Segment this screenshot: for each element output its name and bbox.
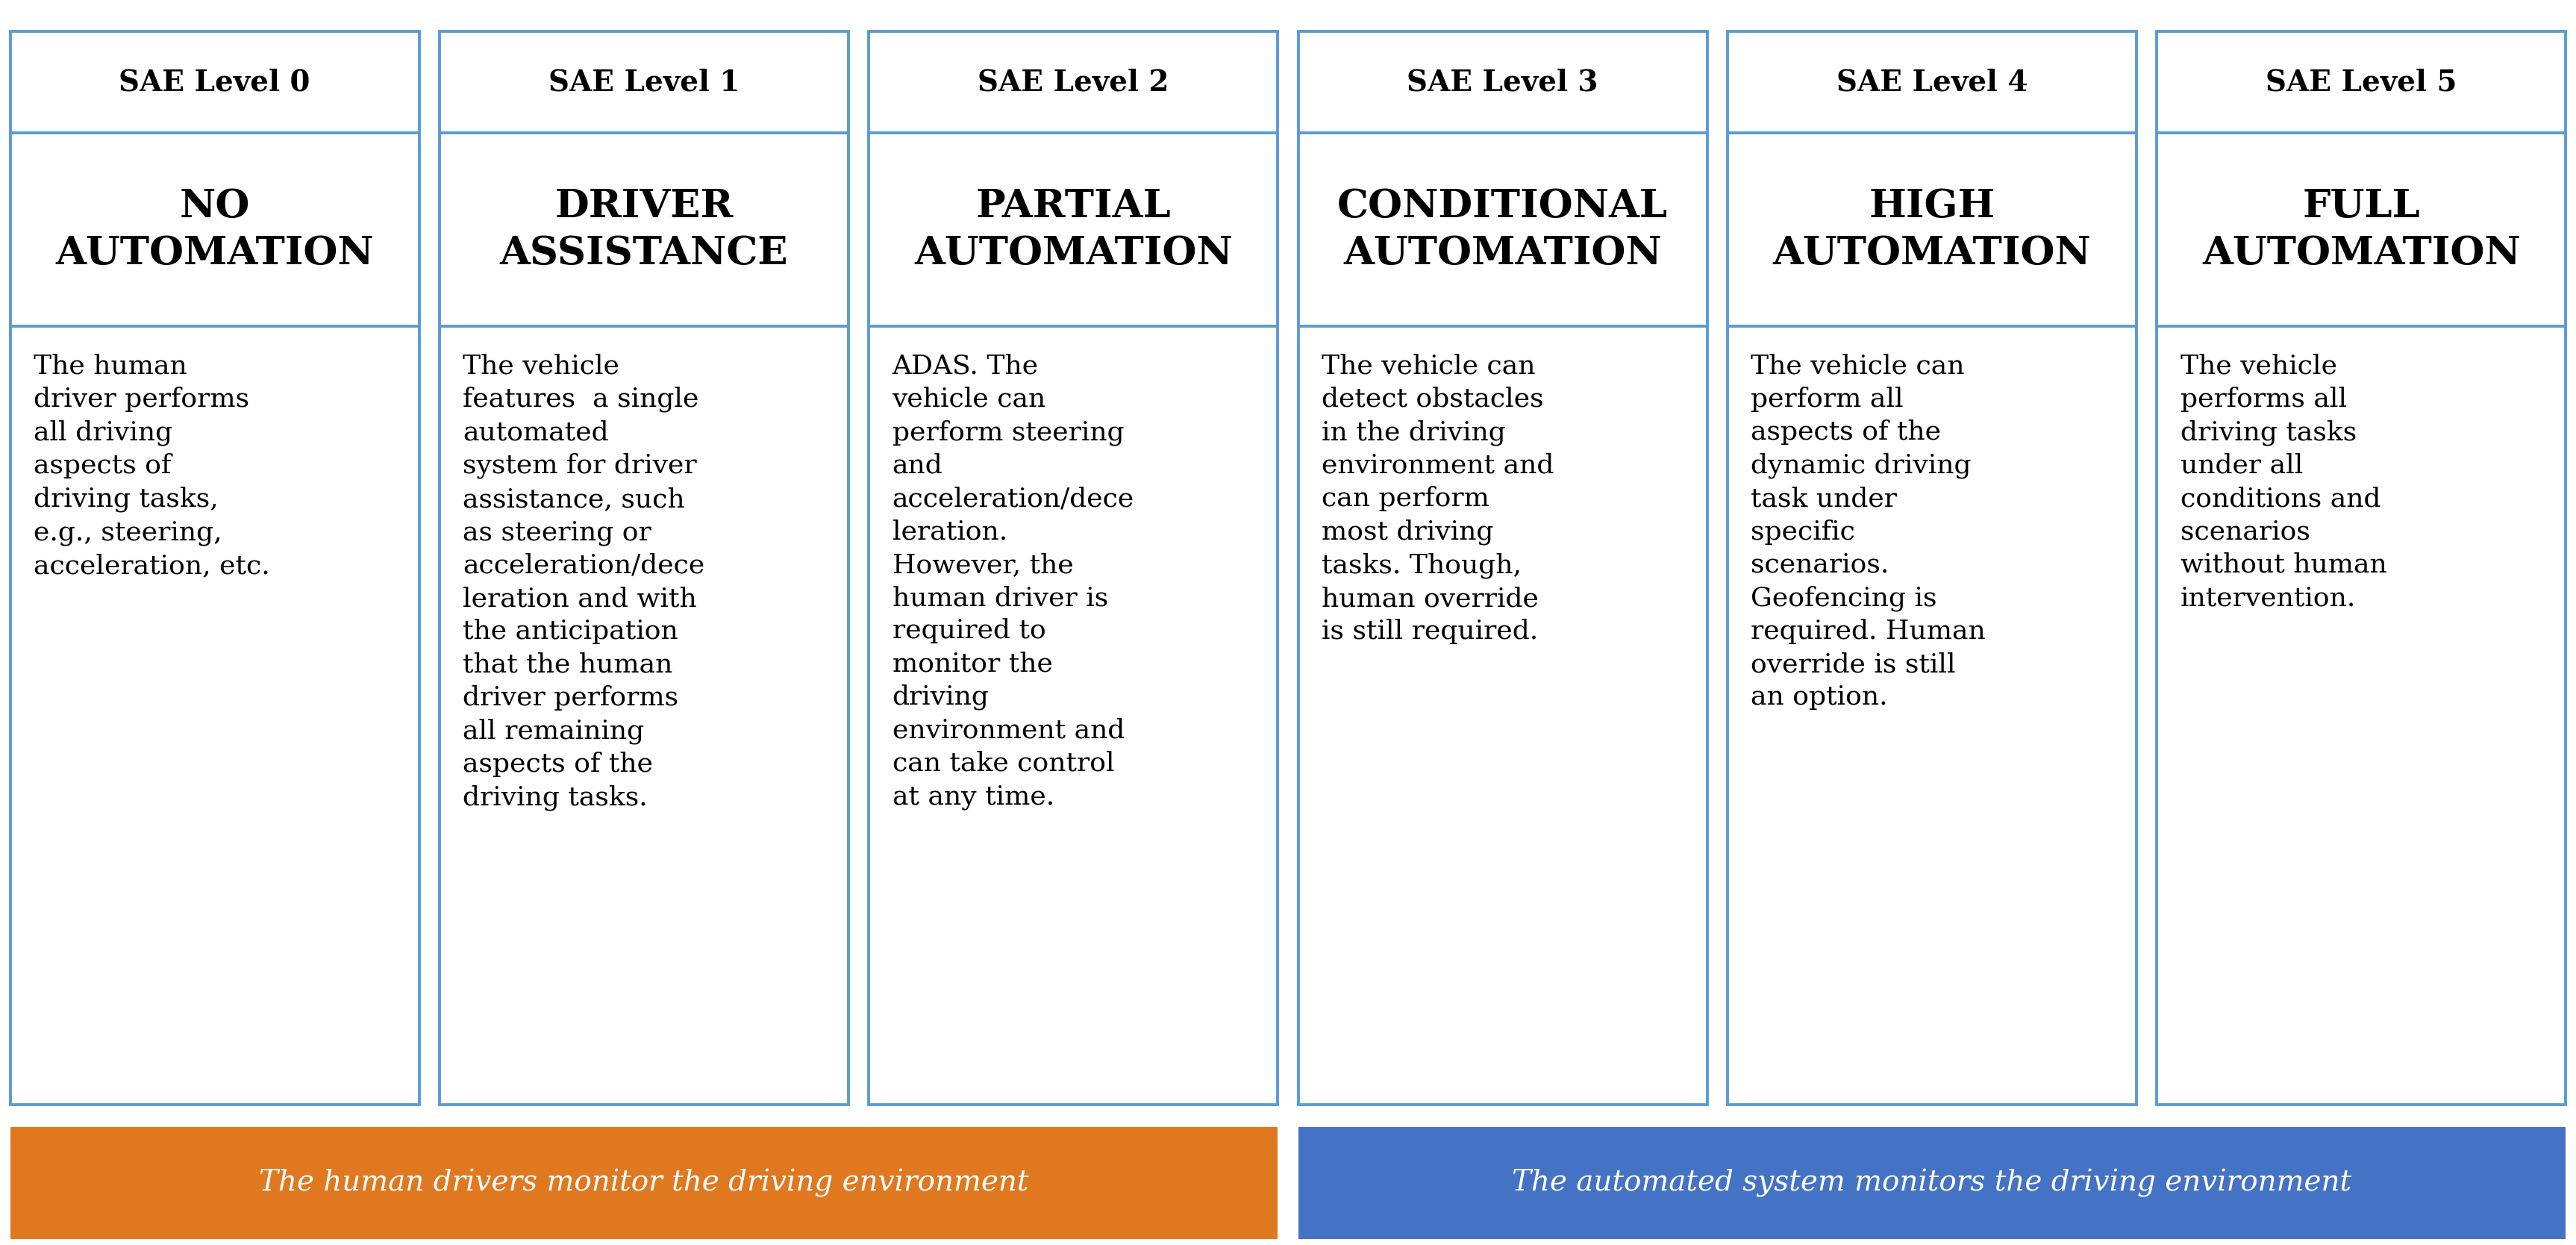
- Text: The vehicle
features  a single
automated
system for driver
assistance, such
as s: The vehicle features a single automated …: [464, 354, 706, 810]
- Text: The vehicle can
detect obstacles
in the driving
environment and
can perform
most: The vehicle can detect obstacles in the …: [1321, 354, 1553, 645]
- FancyBboxPatch shape: [1298, 1127, 2566, 1239]
- FancyBboxPatch shape: [10, 31, 420, 1104]
- FancyBboxPatch shape: [868, 31, 1278, 1104]
- Text: NO
AUTOMATION: NO AUTOMATION: [57, 187, 374, 273]
- Text: The human drivers monitor the driving environment: The human drivers monitor the driving en…: [260, 1169, 1028, 1196]
- Text: SAE Level 1: SAE Level 1: [549, 68, 739, 96]
- Text: SAE Level 0: SAE Level 0: [118, 68, 309, 96]
- Text: DRIVER
ASSISTANCE: DRIVER ASSISTANCE: [500, 187, 788, 273]
- FancyBboxPatch shape: [1728, 31, 2136, 1104]
- Text: The automated system monitors the driving environment: The automated system monitors the drivin…: [1512, 1169, 2352, 1196]
- Text: The vehicle
performs all
driving tasks
under all
conditions and
scenarios
withou: The vehicle performs all driving tasks u…: [2179, 354, 2388, 610]
- Text: SAE Level 3: SAE Level 3: [1406, 68, 1597, 96]
- Text: FULL
AUTOMATION: FULL AUTOMATION: [2202, 187, 2519, 273]
- Text: PARTIAL
AUTOMATION: PARTIAL AUTOMATION: [914, 187, 1231, 273]
- FancyBboxPatch shape: [440, 31, 848, 1104]
- Text: SAE Level 2: SAE Level 2: [979, 68, 1170, 96]
- FancyBboxPatch shape: [2156, 31, 2566, 1104]
- Text: SAE Level 5: SAE Level 5: [2267, 68, 2458, 96]
- Text: HIGH
AUTOMATION: HIGH AUTOMATION: [1772, 187, 2092, 273]
- Text: ADAS. The
vehicle can
perform steering
and
acceleration/dece
leration.
However, : ADAS. The vehicle can perform steering a…: [891, 354, 1133, 809]
- FancyBboxPatch shape: [10, 1127, 1278, 1239]
- Text: SAE Level 4: SAE Level 4: [1837, 68, 2027, 96]
- Text: The vehicle can
perform all
aspects of the
dynamic driving
task under
specific
s: The vehicle can perform all aspects of t…: [1752, 354, 1986, 710]
- Text: CONDITIONAL
AUTOMATION: CONDITIONAL AUTOMATION: [1337, 187, 1667, 273]
- Text: The human
driver performs
all driving
aspects of
driving tasks,
e.g., steering,
: The human driver performs all driving as…: [33, 354, 270, 578]
- FancyBboxPatch shape: [1298, 31, 1708, 1104]
